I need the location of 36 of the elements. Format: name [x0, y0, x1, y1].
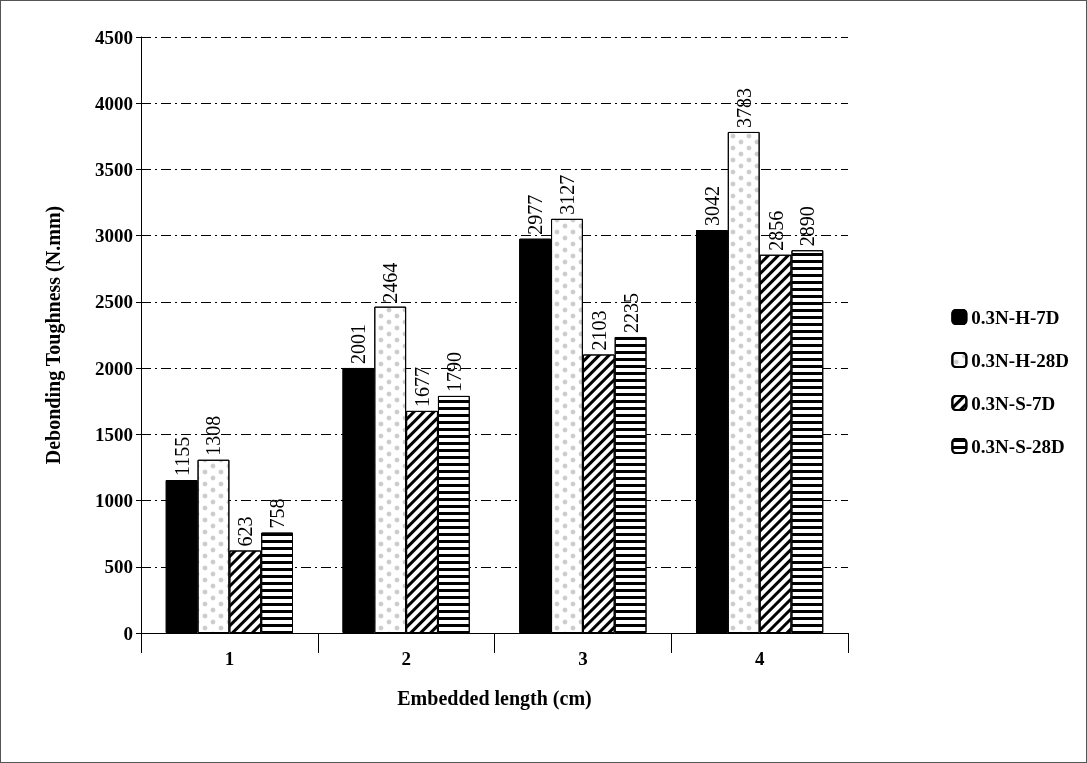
- data-label: 2890: [796, 206, 819, 247]
- data-label: 1790: [442, 351, 465, 392]
- y-tick-label: 4500: [95, 26, 133, 48]
- data-label: 2103: [587, 310, 610, 351]
- data-label: 2977: [524, 194, 547, 235]
- data-label: 2856: [764, 210, 787, 251]
- data-label: 1155: [170, 436, 193, 477]
- data-label: 2001: [347, 323, 370, 364]
- data-label: 2235: [619, 292, 642, 333]
- legend-label: 0.3N-S-28D: [971, 435, 1065, 457]
- y-tick-label: 500: [104, 556, 133, 578]
- legend-label: 0.3N-S-7D: [971, 392, 1056, 414]
- y-tick-label: 2000: [95, 357, 133, 379]
- x-tick-label: 2: [401, 648, 411, 669]
- data-label: 3042: [700, 186, 723, 227]
- data-label: 3127: [555, 174, 578, 215]
- data-label: 1677: [411, 366, 434, 407]
- data-label: 623: [234, 516, 257, 547]
- y-tick-label: 4000: [95, 92, 133, 114]
- data-label: 1308: [202, 415, 225, 456]
- y-tick-label: 1500: [95, 423, 133, 445]
- data-label: 2464: [379, 262, 402, 303]
- y-tick-label: 3000: [95, 225, 133, 247]
- x-axis-title: Embedded length (cm): [397, 687, 592, 710]
- y-tick-label: 2500: [95, 291, 133, 313]
- data-label: 758: [266, 498, 289, 529]
- y-tick-label: 1000: [95, 490, 133, 512]
- legend-label: 0.3N-H-7D: [971, 306, 1060, 328]
- x-tick-label: 1: [224, 648, 235, 669]
- y-tick-label: 3500: [95, 158, 133, 180]
- y-axis-title: Debonding Toughness (N.mm): [42, 205, 65, 465]
- data-label: 3783: [732, 87, 755, 128]
- x-tick-label: 3: [578, 648, 588, 669]
- x-tick-label: 4: [754, 648, 765, 669]
- y-tick-label: 0: [123, 622, 133, 644]
- legend-label: 0.3N-H-28D: [971, 349, 1070, 371]
